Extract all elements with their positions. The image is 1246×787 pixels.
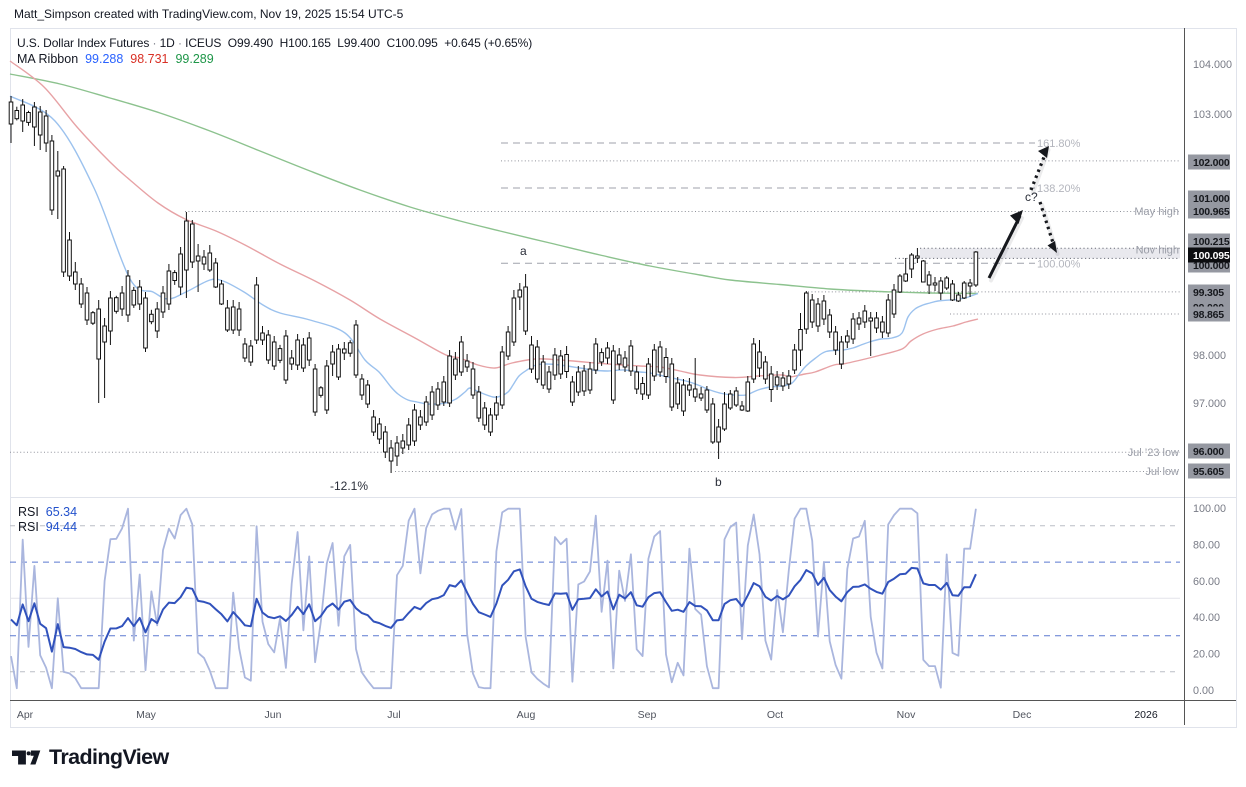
svg-text:2026: 2026 xyxy=(1134,709,1158,721)
svg-text:Sep: Sep xyxy=(638,709,657,721)
svg-text:Nov high: Nov high xyxy=(1136,245,1179,257)
svg-text:Aug: Aug xyxy=(517,709,536,721)
svg-text:99.305: 99.305 xyxy=(1193,287,1224,299)
svg-text:98.865: 98.865 xyxy=(1193,309,1224,321)
svg-text:May: May xyxy=(136,709,157,721)
svg-text:Dec: Dec xyxy=(1013,709,1032,721)
svg-text:103.000: 103.000 xyxy=(1193,109,1232,121)
svg-text:101.000: 101.000 xyxy=(1193,193,1230,205)
svg-text:0.00: 0.00 xyxy=(1193,685,1214,697)
svg-text:May high: May high xyxy=(1134,206,1179,218)
svg-text:Jul: Jul xyxy=(387,709,400,721)
svg-text:40.00: 40.00 xyxy=(1193,612,1220,624)
svg-text:100.965: 100.965 xyxy=(1193,206,1230,218)
svg-text:102.000: 102.000 xyxy=(1193,157,1230,169)
svg-text:98.000: 98.000 xyxy=(1193,350,1226,362)
svg-text:100.215: 100.215 xyxy=(1193,236,1230,248)
svg-text:97.000: 97.000 xyxy=(1193,398,1226,410)
svg-text:95.605: 95.605 xyxy=(1193,466,1224,478)
svg-text:100.095: 100.095 xyxy=(1193,250,1230,262)
svg-text:96.000: 96.000 xyxy=(1193,446,1224,458)
svg-text:20.00: 20.00 xyxy=(1193,649,1220,661)
svg-text:Jun: Jun xyxy=(265,709,282,721)
svg-text:c?: c? xyxy=(1025,190,1038,204)
svg-text:60.00: 60.00 xyxy=(1193,576,1220,588)
svg-text:100.00%: 100.00% xyxy=(1037,258,1081,270)
svg-text:80.00: 80.00 xyxy=(1193,539,1220,551)
svg-text:Jul low: Jul low xyxy=(1145,466,1179,478)
svg-text:-12.1%: -12.1% xyxy=(330,479,368,493)
svg-text:a: a xyxy=(520,244,527,258)
svg-text:Oct: Oct xyxy=(767,709,783,721)
svg-text:Nov: Nov xyxy=(897,709,916,721)
svg-text:100.000: 100.000 xyxy=(1193,260,1230,272)
svg-text:Jul ’23 low: Jul ’23 low xyxy=(1128,447,1179,459)
svg-text:Apr: Apr xyxy=(17,709,34,721)
svg-text:138.20%: 138.20% xyxy=(1037,183,1081,195)
svg-text:104.000: 104.000 xyxy=(1193,59,1232,71)
svg-text:161.80%: 161.80% xyxy=(1037,138,1081,150)
svg-text:b: b xyxy=(715,475,722,489)
svg-text:100.00: 100.00 xyxy=(1193,503,1226,515)
